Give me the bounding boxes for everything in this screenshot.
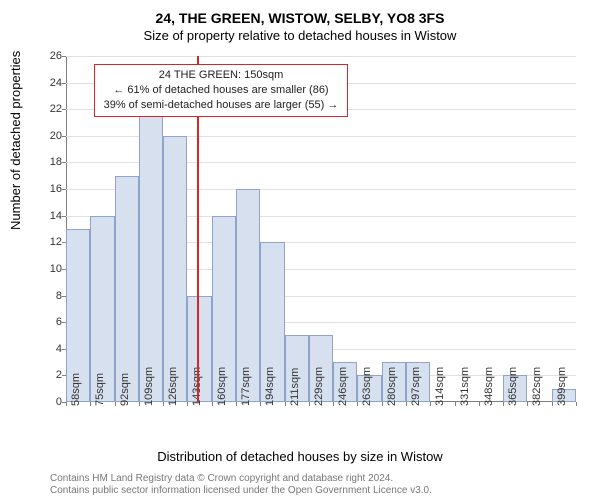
y-axis-label: Number of detached properties: [8, 51, 23, 230]
x-tick-label: 399sqm: [556, 367, 568, 406]
x-tick-mark: [187, 402, 188, 406]
x-tick-mark: [576, 402, 577, 406]
x-tick-mark: [212, 402, 213, 406]
x-tick-mark: [260, 402, 261, 406]
x-tick-label: 229sqm: [313, 367, 325, 406]
footer-line-2: Contains public sector information licen…: [50, 485, 432, 496]
x-tick-label: 109sqm: [143, 367, 155, 406]
y-tick-label: 10: [50, 263, 62, 275]
x-tick-label: 194sqm: [264, 367, 276, 406]
histogram-bar: [139, 109, 163, 402]
x-tick-mark: [527, 402, 528, 406]
x-tick-label: 314sqm: [434, 367, 446, 406]
x-tick-label: 382sqm: [531, 367, 543, 406]
x-tick-label: 297sqm: [410, 367, 422, 406]
histogram-bar: [115, 176, 139, 402]
x-tick-mark: [455, 402, 456, 406]
x-tick-label: 177sqm: [240, 367, 252, 406]
y-tick-label: 24: [50, 77, 62, 89]
x-tick-label: 75sqm: [94, 373, 106, 406]
y-tick-mark: [62, 83, 66, 84]
x-tick-mark: [115, 402, 116, 406]
x-tick-mark: [285, 402, 286, 406]
annotation-line: 39% of semi-detached houses are larger (…: [101, 98, 341, 113]
y-tick-label: 12: [50, 236, 62, 248]
x-tick-label: 160sqm: [216, 367, 228, 406]
x-tick-label: 92sqm: [119, 373, 131, 406]
grid-line: [66, 56, 576, 57]
y-tick-label: 26: [50, 50, 62, 62]
x-tick-mark: [357, 402, 358, 406]
y-tick-label: 8: [56, 290, 62, 302]
x-tick-mark: [382, 402, 383, 406]
y-tick-label: 16: [50, 183, 62, 195]
x-axis-label: Distribution of detached houses by size …: [0, 449, 600, 464]
y-tick-label: 4: [56, 343, 62, 355]
y-tick-label: 18: [50, 156, 62, 168]
y-tick-mark: [62, 56, 66, 57]
x-tick-label: 246sqm: [337, 367, 349, 406]
x-tick-mark: [406, 402, 407, 406]
y-tick-label: 20: [50, 130, 62, 142]
x-tick-label: 58sqm: [70, 373, 82, 406]
chart-title-main: 24, THE GREEN, WISTOW, SELBY, YO8 3FS: [0, 0, 600, 26]
y-tick-mark: [62, 189, 66, 190]
footer-line-1: Contains HM Land Registry data © Crown c…: [50, 473, 393, 484]
y-tick-label: 14: [50, 210, 62, 222]
x-tick-label: 280sqm: [386, 367, 398, 406]
x-tick-label: 365sqm: [507, 367, 519, 406]
x-tick-mark: [163, 402, 164, 406]
plot-area: 58sqm75sqm92sqm109sqm126sqm143sqm160sqm1…: [66, 56, 576, 402]
x-tick-mark: [333, 402, 334, 406]
x-tick-mark: [503, 402, 504, 406]
x-tick-label: 263sqm: [361, 367, 373, 406]
y-tick-label: 2: [56, 369, 62, 381]
x-tick-mark: [430, 402, 431, 406]
x-tick-mark: [479, 402, 480, 406]
x-tick-label: 348sqm: [483, 367, 495, 406]
x-tick-mark: [66, 402, 67, 406]
y-tick-mark: [62, 109, 66, 110]
x-tick-label: 331sqm: [459, 367, 471, 406]
x-tick-mark: [552, 402, 553, 406]
y-tick-label: 6: [56, 316, 62, 328]
y-tick-mark: [62, 216, 66, 217]
chart-container: 24, THE GREEN, WISTOW, SELBY, YO8 3FS Si…: [0, 0, 600, 500]
annotation-line: 24 THE GREEN: 150sqm: [101, 68, 341, 83]
x-tick-label: 126sqm: [167, 367, 179, 406]
x-tick-label: 211sqm: [289, 368, 301, 406]
x-tick-mark: [139, 402, 140, 406]
y-tick-label: 22: [50, 103, 62, 115]
x-tick-mark: [309, 402, 310, 406]
y-tick-mark: [62, 162, 66, 163]
y-tick-label: 0: [56, 396, 62, 408]
annotation-line: ← 61% of detached houses are smaller (86…: [101, 83, 341, 98]
histogram-bar: [163, 136, 187, 402]
y-tick-mark: [62, 136, 66, 137]
x-tick-mark: [236, 402, 237, 406]
x-tick-mark: [90, 402, 91, 406]
chart-title-sub: Size of property relative to detached ho…: [0, 26, 600, 43]
annotation-box: 24 THE GREEN: 150sqm← 61% of detached ho…: [94, 64, 348, 117]
